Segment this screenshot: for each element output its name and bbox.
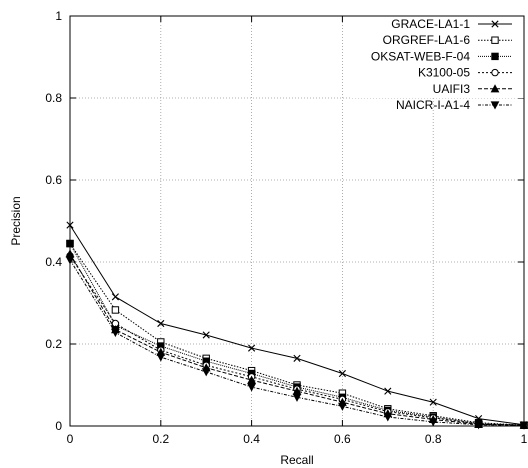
triangle-down-marker <box>65 256 75 265</box>
series-line <box>69 255 525 426</box>
square-open-marker <box>111 306 120 314</box>
cross-marker <box>111 293 119 301</box>
triangle-down-marker <box>201 368 211 377</box>
triangle-down-marker <box>383 413 393 422</box>
triangle-up-marker <box>490 84 500 93</box>
tick-labels: 0 0.2 0.4 0.6 0.8 1 0 0.2 0.4 0.6 0.8 1 <box>45 9 527 446</box>
triangle-down-marker <box>490 101 500 110</box>
legend-label: NAICR-I-A1-4 <box>396 98 470 112</box>
cross-marker <box>248 344 256 352</box>
legend-entry: NAICR-I-A1-4 <box>396 98 512 112</box>
legend-entry: UAIFI3 <box>433 82 512 96</box>
legend-label: K3100-05 <box>418 66 470 80</box>
triangle-down-marker <box>292 393 302 402</box>
cross-marker <box>429 398 437 406</box>
legend-label: GRACE-LA1-1 <box>391 17 470 31</box>
triangle-down-marker <box>338 402 347 411</box>
triangle-down-marker <box>156 353 166 362</box>
triangle-down-marker <box>111 328 120 338</box>
legend-entry: K3100-05 <box>418 66 512 80</box>
cross-marker <box>338 369 346 378</box>
y-axis-title: Precision <box>9 196 23 245</box>
legend: GRACE-LA1-1 ORGREF-LA1-6 OKSAT-WEB-F-04 K31… <box>352 16 524 112</box>
cross-marker <box>202 331 210 339</box>
y-tick-label: 0.6 <box>45 173 62 187</box>
square-filled-marker <box>491 52 499 61</box>
x-tick-label: 0.2 <box>152 432 169 446</box>
y-tick-label: 0.8 <box>45 91 62 105</box>
triangle-down-marker <box>247 383 256 392</box>
y-tick-label: 1 <box>55 9 62 23</box>
x-tick-label: 0.6 <box>334 432 351 446</box>
series-line <box>69 243 525 426</box>
series-line <box>69 243 525 426</box>
x-axis-title: Recall <box>280 453 313 467</box>
x-tick-label: 0.8 <box>425 432 442 446</box>
legend-label: ORGREF-LA1-6 <box>383 33 471 47</box>
series-6 <box>65 256 528 430</box>
series-line <box>69 259 525 426</box>
legend-entry: GRACE-LA1-1 <box>391 17 512 31</box>
circle-open-marker <box>491 68 499 77</box>
x-tick-label: 1 <box>521 432 528 446</box>
x-tick-label: 0.4 <box>243 432 260 446</box>
legend-label: OKSAT-WEB-F-04 <box>371 49 470 63</box>
triangle-down-marker <box>428 418 438 427</box>
cross-marker <box>384 387 392 395</box>
series-line <box>69 253 525 426</box>
series-lines <box>65 221 528 430</box>
cross-marker <box>293 354 301 362</box>
y-tick-label: 0.4 <box>45 255 62 269</box>
triangle-up-marker <box>247 375 256 384</box>
legend-entry: ORGREF-LA1-6 <box>383 33 512 47</box>
square-open-marker <box>491 36 499 44</box>
plot-frame <box>69 15 525 427</box>
y-tick-label: 0.2 <box>45 337 62 351</box>
cross-marker <box>157 319 165 328</box>
cross-marker <box>491 20 499 28</box>
triangle-down-marker <box>519 421 528 430</box>
series-4 <box>66 252 528 429</box>
y-tick-label: 0 <box>55 419 62 433</box>
legend-entry: OKSAT-WEB-F-04 <box>371 49 512 63</box>
x-tick-label: 0 <box>67 432 74 446</box>
triangle-down-marker <box>474 421 483 430</box>
legend-label: UAIFI3 <box>433 82 471 96</box>
cross-marker <box>66 221 74 229</box>
square-filled-marker <box>66 239 74 248</box>
